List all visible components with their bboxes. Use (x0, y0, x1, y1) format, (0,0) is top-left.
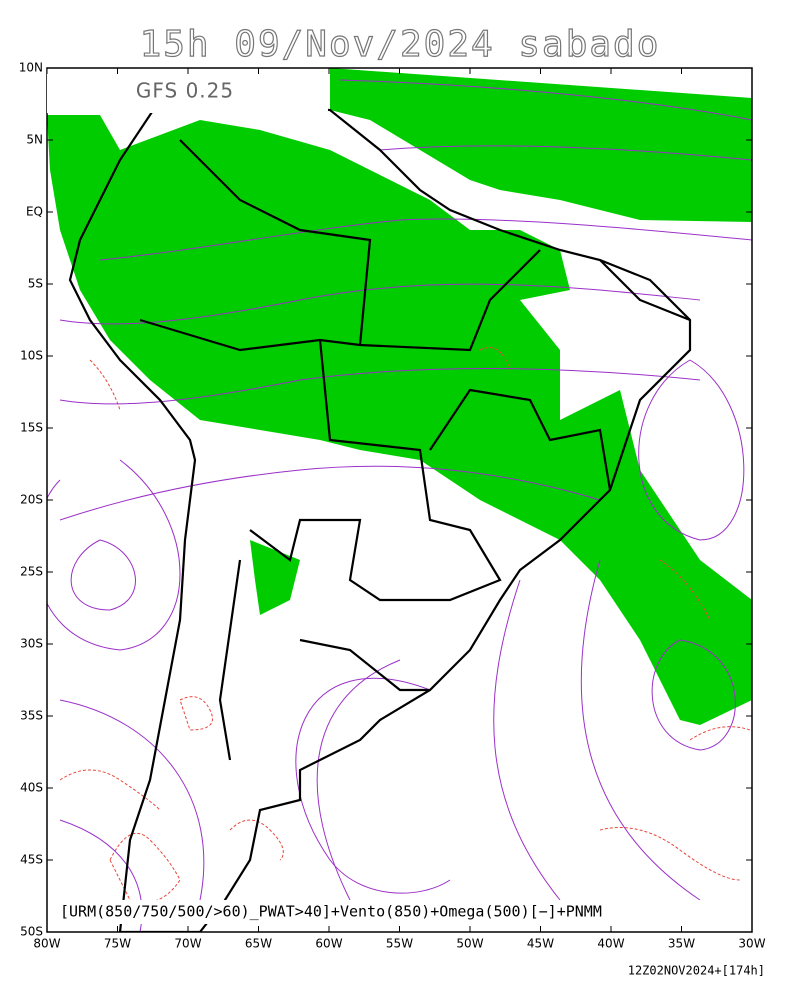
lon-label: 55W (386, 937, 413, 951)
lat-label: 15S (20, 421, 43, 435)
lon-label: 70W (174, 937, 201, 951)
moisture-areas (47, 68, 752, 725)
lat-label: 40S (20, 781, 43, 795)
model-label: GFS 0.25 (136, 79, 234, 103)
lon-label: 50W (456, 937, 483, 951)
lat-label: 45S (20, 853, 43, 867)
lon-label: 60W (315, 937, 342, 951)
lon-label: 30W (738, 937, 765, 951)
caption: [URM(850/750/500/>60)_PWAT>40]+Vento(850… (60, 903, 602, 921)
lon-label: 75W (104, 937, 131, 951)
streamlines (47, 79, 752, 932)
caption-box (55, 900, 735, 924)
lat-label: 10N (19, 61, 43, 75)
lat-label: EQ (26, 205, 43, 219)
lat-label: 35S (20, 709, 43, 723)
footer: 12Z02NOV2024+[174h] (628, 964, 765, 978)
lat-label: 30S (20, 637, 43, 651)
model-box (47, 69, 328, 113)
lat-label: 10S (20, 349, 43, 363)
map-layers (47, 68, 752, 932)
lon-label: 45W (527, 937, 554, 951)
lat-label: 5S (28, 277, 43, 291)
lat-label: 50S (20, 925, 43, 939)
coastline-borders (68, 98, 692, 932)
lat-label: 20S (20, 493, 43, 507)
lat-label: 25S (20, 565, 43, 579)
lat-label: 5N (26, 133, 43, 147)
lon-label: 40W (597, 937, 624, 951)
lon-label: 65W (245, 937, 272, 951)
lon-label: 80W (33, 937, 60, 951)
title: 15h 09/Nov/2024 sabado (140, 24, 661, 65)
lon-label: 35W (668, 937, 695, 951)
